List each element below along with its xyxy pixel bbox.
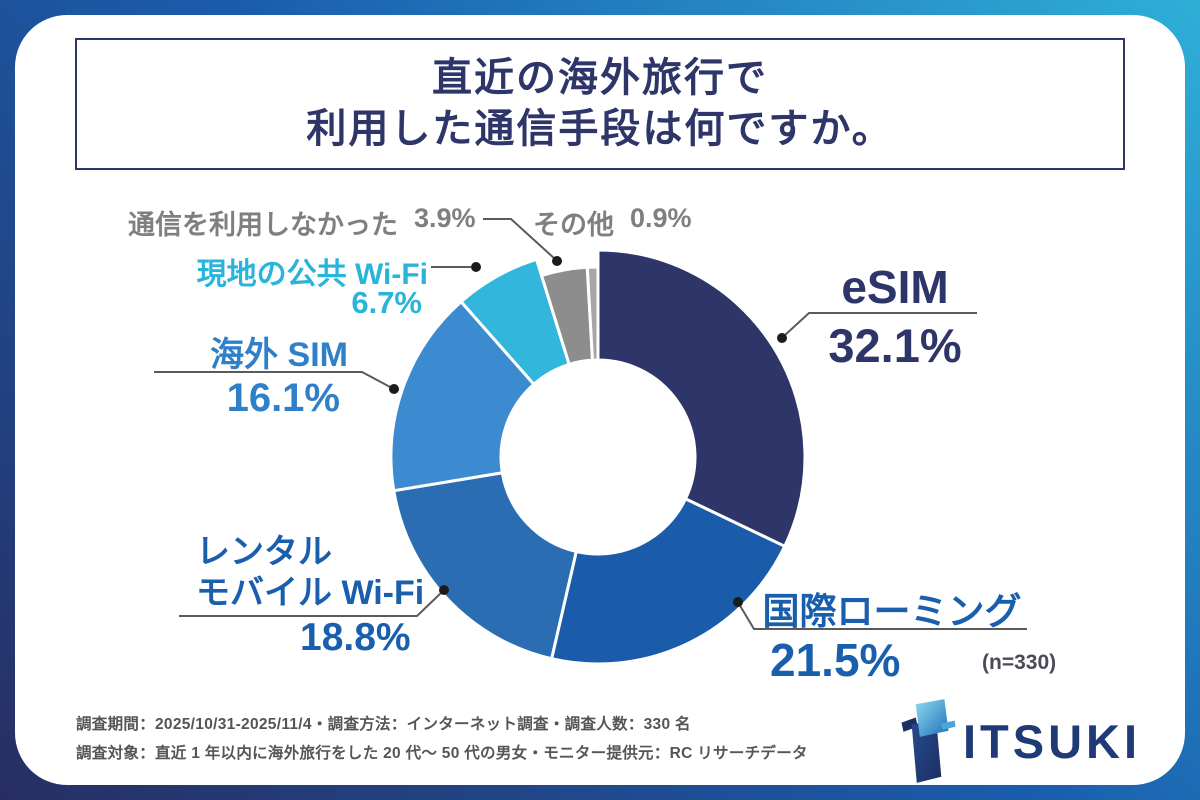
title-line-2: 利用した通信手段は何ですか。 [306, 107, 894, 151]
esim-label: eSIM [841, 261, 949, 313]
no-comms-leader-line [483, 218, 556, 260]
esim-leader-dot [777, 333, 787, 343]
no-comms-leader-dot [552, 256, 562, 266]
callout-other: その他 0.9% [533, 203, 692, 242]
overseas-sim-leader-dot [389, 384, 399, 394]
itsuki-logo: ITSUKI [895, 695, 1141, 787]
logo-tick-right [941, 720, 956, 730]
rental-leader-dot [439, 585, 449, 595]
itsuki-logo-mark [901, 699, 956, 783]
rental-wifi-label: レンタル モバイル Wi-Fi [196, 532, 424, 614]
donut-slice-4 [459, 257, 571, 386]
title-box: 直近の海外旅行で 利用した通信手段は何ですか。 [75, 38, 1125, 170]
no-comms-pct: 3.9% [414, 203, 476, 233]
sample-size-note: (n=330) [982, 651, 1057, 674]
rental-wifi-label-line-2: モバイル Wi-Fi [196, 574, 425, 612]
roaming-leader-line [738, 603, 1027, 630]
logo-quad-light [915, 699, 949, 737]
donut-slice-2 [392, 471, 578, 661]
overseas-sim-pct: 16.1% [226, 376, 340, 420]
callout-no-comms: 通信を利用しなかった 3.9% [128, 203, 476, 242]
donut-slice-1 [550, 497, 787, 666]
donut-slices [389, 248, 807, 666]
leader-lines [154, 218, 1027, 630]
footnote-line-1: 調査期間：2025/10/31-2025/11/4・調査方法：インターネット調査… [76, 716, 691, 733]
logo-bar-navy [911, 719, 942, 783]
roaming-leader-dot [733, 597, 743, 607]
roaming-label: 国際ローミング [762, 591, 1022, 632]
leader-dots [389, 256, 787, 607]
donut-slice-0 [596, 248, 807, 548]
donut-chart [154, 218, 1027, 666]
overseas-sim-label: 海外 SIM [210, 336, 348, 374]
public-wifi-pct: 6.7% [351, 285, 422, 320]
other-pct: 0.9% [630, 203, 692, 233]
footnote-line-2: 調査対象：直近 1 年以内に海外旅行をした 20 代〜 50 代の男女・モニター… [76, 745, 808, 762]
rental-wifi-label-line-1: レンタル [196, 533, 332, 571]
overseas-sim-leader-line [154, 371, 393, 389]
public-wifi-label: 現地の公共 Wi-Fi [196, 258, 428, 291]
itsuki-logo-text: ITSUKI [963, 714, 1142, 768]
logo-tick-left [901, 717, 918, 732]
public-wifi-leader-dot [471, 262, 481, 272]
other-label: その他 [533, 210, 614, 240]
rental-wifi-pct: 18.8% [300, 616, 411, 659]
donut-slice-3 [389, 300, 536, 493]
rental-leader-line [179, 591, 443, 617]
esim-leader-line [783, 312, 977, 337]
donut-slice-6 [585, 265, 600, 362]
content-card: 直近の海外旅行で 利用した通信手段は何ですか。 [15, 15, 1185, 785]
roaming-pct: 21.5% [770, 634, 901, 686]
esim-pct: 32.1% [828, 319, 962, 372]
no-comms-label: 通信を利用しなかった [128, 210, 398, 240]
title-line-1: 直近の海外旅行で [432, 56, 768, 100]
survey-footnote: 調査期間：2025/10/31-2025/11/4・調査方法：インターネット調査… [76, 710, 808, 768]
